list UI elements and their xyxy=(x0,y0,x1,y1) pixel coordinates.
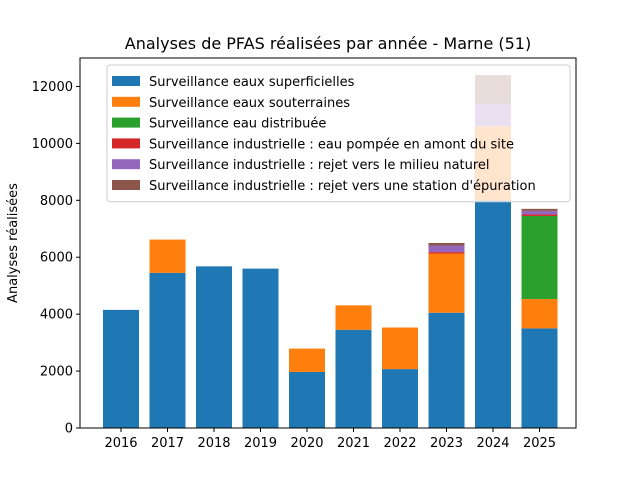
bar-2023-series-3 xyxy=(428,252,465,254)
x-tick-label-2020: 2020 xyxy=(290,436,323,451)
bar-2025-series-1 xyxy=(521,299,558,329)
x-tick-label-2025: 2025 xyxy=(523,436,556,451)
x-tick-label-2016: 2016 xyxy=(104,436,137,451)
chart-title: Analyses de PFAS réalisées par année - M… xyxy=(125,34,531,53)
y-tick-label-10000: 10000 xyxy=(32,137,73,152)
legend-swatch-2 xyxy=(112,117,140,128)
bar-2018-series-0 xyxy=(196,266,232,428)
y-axis-label: Analyses réalisées xyxy=(6,183,21,303)
y-tick-label-0: 0 xyxy=(65,422,73,437)
bar-2025-series-2 xyxy=(521,215,558,300)
bar-2019-series-0 xyxy=(242,268,279,428)
y-tick-label-6000: 6000 xyxy=(40,251,73,266)
legend-label-5: Surveillance industrielle : rejet vers u… xyxy=(149,179,536,194)
y-tick-label-12000: 12000 xyxy=(32,80,73,95)
bar-2022-series-0 xyxy=(382,369,418,428)
legend-swatch-1 xyxy=(112,96,140,107)
bar-2016-series-0 xyxy=(103,309,139,428)
bar-2017-series-1 xyxy=(149,239,186,273)
bar-2021-series-0 xyxy=(335,329,372,428)
legend-label-3: Surveillance industrielle : eau pompée e… xyxy=(149,137,514,152)
bar-2025-series-3 xyxy=(521,214,558,216)
plot-frame xyxy=(79,57,577,429)
legend-swatch-3 xyxy=(112,138,140,149)
legend-label-0: Surveillance eaux superficielles xyxy=(149,75,355,90)
legend-box xyxy=(106,64,571,203)
legend-label-4: Surveillance industrielle : rejet vers l… xyxy=(149,158,490,173)
legend-label-2: Surveillance eau distribuée xyxy=(149,117,326,132)
legend-swatch-0 xyxy=(112,76,140,86)
legend: Surveillance eaux superficielles Surveill… xyxy=(106,64,571,203)
x-tick-label-2019: 2019 xyxy=(244,436,277,451)
legend-swatch-5 xyxy=(112,180,140,190)
bar-2025-series-0 xyxy=(521,328,558,428)
bar-2023-series-0 xyxy=(428,312,465,428)
bar-2025-series-5 xyxy=(521,208,558,211)
legend-swatch-4 xyxy=(112,159,140,170)
x-tick-label-2023: 2023 xyxy=(430,436,463,451)
bars-layer xyxy=(103,75,558,428)
y-tick-label-2000: 2000 xyxy=(40,365,73,380)
bar-2020-series-0 xyxy=(289,371,325,428)
x-tick-label-2017: 2017 xyxy=(151,436,184,451)
bar-2022-series-1 xyxy=(382,327,418,370)
bar-2023-series-1 xyxy=(428,253,465,313)
axes-layer: 0 2000 4000 6000 8000 10000 12000 2016 2017 2018 2… xyxy=(32,57,577,451)
x-tick-label-2024: 2024 xyxy=(476,436,509,451)
bar-2023-series-4 xyxy=(428,245,465,253)
x-tick-label-2021: 2021 xyxy=(337,436,370,451)
bar-2025-series-4 xyxy=(521,210,558,215)
x-tick-label-2022: 2022 xyxy=(383,436,416,451)
legend-label-1: Surveillance eaux souterraines xyxy=(149,96,350,111)
bar-2024-series-0 xyxy=(475,200,511,428)
x-tick-label-2018: 2018 xyxy=(197,436,230,451)
bar-2021-series-1 xyxy=(335,305,372,330)
y-tick-label-8000: 8000 xyxy=(40,194,73,209)
y-tick-label-4000: 4000 xyxy=(40,308,73,323)
bar-2023-series-5 xyxy=(428,243,465,246)
bar-2017-series-0 xyxy=(149,272,186,428)
bar-2020-series-1 xyxy=(289,348,325,372)
